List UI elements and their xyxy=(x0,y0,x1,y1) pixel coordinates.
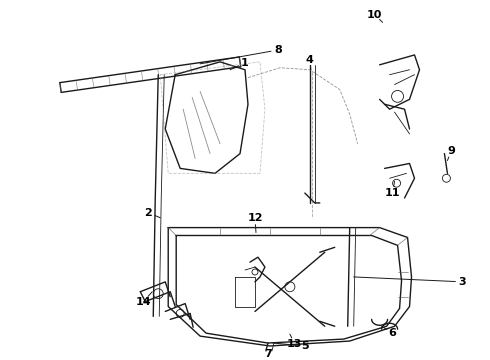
Text: 1: 1 xyxy=(241,58,249,68)
Text: 7: 7 xyxy=(264,349,272,359)
Text: 13: 13 xyxy=(287,339,302,349)
Text: 14: 14 xyxy=(135,297,151,307)
Text: 4: 4 xyxy=(306,55,314,65)
Text: 3: 3 xyxy=(459,277,466,287)
Text: 12: 12 xyxy=(247,213,263,223)
Text: 6: 6 xyxy=(389,328,396,338)
Text: 10: 10 xyxy=(367,9,382,19)
Text: 8: 8 xyxy=(274,45,282,55)
Text: 2: 2 xyxy=(145,208,152,218)
Text: 11: 11 xyxy=(385,188,400,198)
Text: 5: 5 xyxy=(301,341,309,351)
Text: 9: 9 xyxy=(447,146,455,156)
